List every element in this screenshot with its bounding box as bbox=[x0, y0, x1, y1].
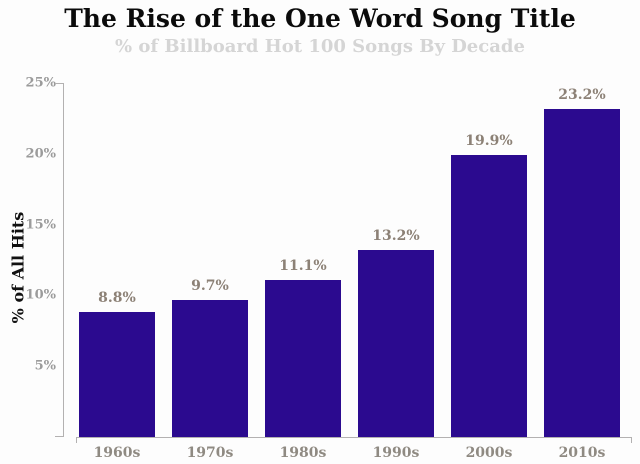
bar-value-label: 23.2% bbox=[558, 86, 606, 103]
bar-value-label: 13.2% bbox=[372, 228, 420, 245]
x-axis-category-label: 2000s bbox=[465, 445, 513, 461]
bar-value-label: 9.7% bbox=[191, 277, 229, 294]
x-axis-category-label: 1990s bbox=[372, 445, 420, 461]
y-tick-label: 5% bbox=[34, 358, 56, 374]
x-axis-category-label: 2010s bbox=[558, 445, 606, 461]
bar-value-label: 19.9% bbox=[465, 133, 513, 150]
y-tick-label: 20% bbox=[25, 146, 56, 162]
chart-title: The Rise of the One Word Song Title bbox=[64, 4, 576, 33]
bar-1990s: 13.2% 1990s bbox=[358, 228, 434, 461]
bar-1960s: 8.8% 1960s bbox=[79, 290, 155, 461]
chart-subtitle: % of Billboard Hot 100 Songs By Decade bbox=[115, 36, 525, 57]
bar-1980s: 11.1% 1980s bbox=[265, 258, 341, 461]
x-axis-line bbox=[76, 437, 632, 443]
bar-2010s: 23.2% 2010s bbox=[544, 87, 620, 461]
x-axis-category-label: 1960s bbox=[93, 445, 141, 461]
bar-value-label: 8.8% bbox=[98, 290, 136, 307]
plot-area: 8.8% 1960s 9.7% 1970s 11.1% 1980s 13.2% 1990s 19… bbox=[55, 83, 632, 461]
bars-container: 8.8% 1960s 9.7% 1970s 11.1% 1980s 13.2% 1990s 19… bbox=[79, 83, 620, 461]
y-axis-tick-labels: 5% 10% 15% 20% 25% bbox=[0, 76, 56, 437]
bar-2000s: 19.9% 2000s bbox=[451, 133, 527, 461]
y-tick-label: 25% bbox=[25, 75, 56, 91]
bar-1970s: 9.7% 1970s bbox=[172, 278, 248, 461]
x-axis-category-label: 1980s bbox=[279, 445, 327, 461]
y-tick-label: 15% bbox=[25, 217, 56, 233]
y-axis-line bbox=[55, 83, 64, 437]
bar-value-label: 11.1% bbox=[279, 257, 327, 274]
y-tick-label: 10% bbox=[25, 287, 56, 303]
x-axis-category-label: 1970s bbox=[186, 445, 234, 461]
